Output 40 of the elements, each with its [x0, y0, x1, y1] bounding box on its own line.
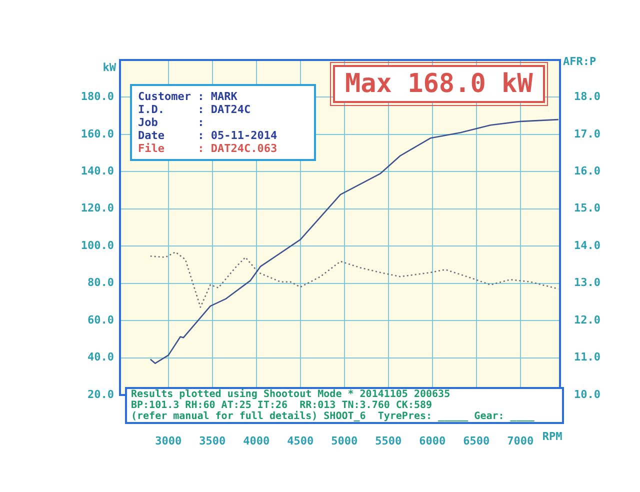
y-tick-label: 120.0 — [80, 202, 114, 215]
y2-tick-label: 15.0 — [574, 202, 600, 215]
x-tick-label: 3500 — [199, 434, 226, 448]
x-axis-title: RPM — [542, 430, 563, 443]
x-tick-label: 3000 — [155, 434, 182, 448]
y2-tick-label: 14.0 — [574, 238, 600, 252]
y2-tick-label: 11.0 — [574, 350, 600, 364]
x-tick-label: 5500 — [375, 434, 402, 448]
y-tick-label: 100.0 — [80, 238, 114, 252]
y-tick-label: 180.0 — [80, 90, 114, 104]
y2-axis-title: AFR:P — [563, 54, 596, 68]
y2-tick-label: 13.0 — [574, 276, 600, 290]
y-tick-label: 60.0 — [88, 313, 114, 326]
x-tick-label: 6500 — [463, 434, 490, 448]
annotation: File : DAT24C.063 — [138, 142, 278, 155]
y2-tick-label: 17.0 — [574, 127, 600, 140]
y-tick-label: 20.0 — [88, 388, 114, 401]
max-power-panel: Max 168.0 kW — [333, 65, 545, 103]
line-series — [150, 251, 560, 308]
annotation: I.D. : DAT24C — [138, 103, 252, 116]
x-tick-label: 6000 — [419, 434, 446, 448]
x-tick-label: 5000 — [331, 434, 358, 448]
y2-tick-label: 16.0 — [574, 164, 600, 178]
annotation: Max 168.0 kW — [345, 69, 533, 99]
annotation: Results plotted using Shootout Mode * 20141105 200635 — [131, 389, 452, 400]
y-tick-label: 160.0 — [80, 127, 114, 140]
x-tick-label: 4000 — [243, 434, 270, 448]
x-tick-label: 4500 — [287, 434, 314, 448]
y-axis-title: kW — [102, 60, 116, 74]
y2-tick-label: 18.0 — [574, 90, 600, 104]
annotation: Date : 05-11-2014 — [138, 129, 278, 142]
y2-tick-label: 10.0 — [574, 388, 600, 401]
y-tick-label: 80.0 — [88, 276, 114, 290]
x-tick-label: 7000 — [507, 434, 534, 448]
y-tick-label: 140.0 — [80, 164, 114, 178]
annotation: Customer : MARK — [138, 90, 238, 103]
run-notes-panel: Results plotted using Shootout Mode * 20141105 200635 BP:101.3 RH:60 AT:25 IT:26 RR:013 TN:3.760 CK:589 (refer manual for full details) SHOOT_6 TyrePres: _____ Gear: ____ — [125, 387, 564, 424]
y2-tick-label: 12.0 — [574, 313, 600, 326]
y-tick-label: 40.0 — [88, 350, 114, 364]
annotation: Job : — [138, 116, 206, 129]
